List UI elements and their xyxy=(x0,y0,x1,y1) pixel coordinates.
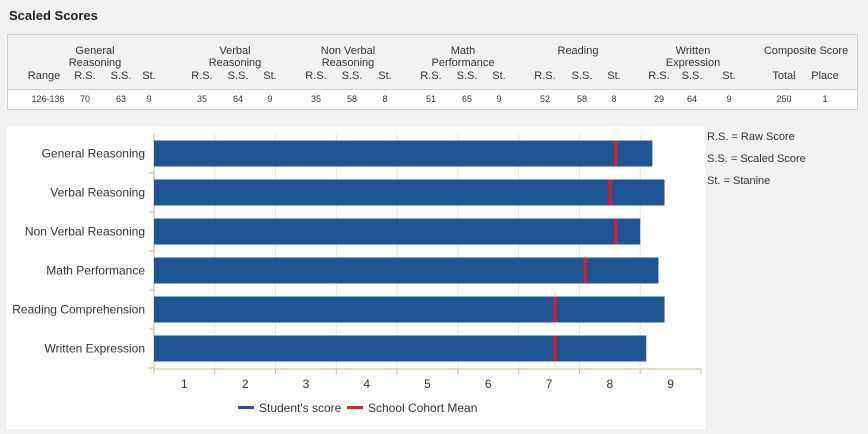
legend-label-mean: School Cohort Mean xyxy=(368,401,477,415)
scores-bar-chart: 1 2 3 4 5 6 7 8 9 General Reasoning Verbal Reasoni… xyxy=(12,134,702,415)
non-verbal-reasoning-col-ss: S.S. xyxy=(341,70,363,82)
non-verbal-reasoning-value-st: 8 xyxy=(382,94,388,104)
written-expression-value-st: 9 xyxy=(726,94,732,104)
page-title: Scaled Scores xyxy=(9,8,98,23)
non-verbal-reasoning-col-rs: R.S. xyxy=(305,70,327,82)
x-tick-label: 9 xyxy=(667,377,674,391)
general-reasoning-col-st: St. xyxy=(142,70,156,82)
x-tick-label: 3 xyxy=(303,377,310,391)
non-verbal-reasoning-value-rs: 35 xyxy=(310,94,322,104)
verbal-reasoning-value-st: 9 xyxy=(267,94,273,104)
range-value: 126-136 xyxy=(31,94,65,104)
x-tick-label: 7 xyxy=(546,377,553,391)
reading-col-ss: S.S. xyxy=(571,70,593,82)
composite-score-col-total: Total xyxy=(772,70,796,82)
general-reasoning-col-ss: S.S. xyxy=(110,70,132,82)
math-performance-value-ss: 65 xyxy=(461,94,473,104)
reading-value-st: 8 xyxy=(611,94,617,104)
group-header-written-expression: Written Expression xyxy=(665,45,721,69)
x-tick-label: 4 xyxy=(363,377,370,391)
student-score-bar xyxy=(154,257,659,284)
general-reasoning-col-rs: R.S. xyxy=(74,70,96,82)
written-expression-col-ss: S.S. xyxy=(681,70,703,82)
group-header-math-performance: Math Performance xyxy=(431,45,495,69)
y-category-label: Verbal Reasoning xyxy=(50,186,145,200)
general-reasoning-value-st: 9 xyxy=(146,94,152,104)
math-performance-value-st: 9 xyxy=(496,94,502,104)
verbal-reasoning-value-ss: 64 xyxy=(232,94,244,104)
key-stanine: St. = Stanine xyxy=(707,175,771,187)
scores-chart-panel: 1 2 3 4 5 6 7 8 9 General Reasoning Verbal Reasoni… xyxy=(7,126,705,429)
y-category-label: Reading Comprehension xyxy=(12,303,145,317)
range-header: Range xyxy=(27,70,61,82)
cohort-mean-marker xyxy=(584,257,588,284)
verbal-reasoning-value-rs: 35 xyxy=(196,94,208,104)
y-category-label: General Reasoning xyxy=(42,147,145,161)
x-tick-label: 6 xyxy=(485,377,492,391)
cohort-mean-marker xyxy=(553,335,557,362)
non-verbal-reasoning-value-ss: 58 xyxy=(346,94,358,104)
math-performance-col-st: St. xyxy=(492,70,506,82)
student-score-bar xyxy=(154,335,647,362)
cohort-mean-marker xyxy=(614,218,618,245)
group-header-composite-score: Composite Score xyxy=(763,45,849,57)
cohort-mean-marker xyxy=(608,179,612,206)
x-tick-label: 2 xyxy=(242,377,249,391)
scores-table-header xyxy=(8,35,857,90)
group-header-non-verbal-reasoning: Non Verbal Reasoning xyxy=(320,45,376,69)
general-reasoning-value-ss: 63 xyxy=(115,94,127,104)
reading-col-st: St. xyxy=(607,70,621,82)
group-header-general-reasoning: General Reasoning xyxy=(68,45,122,69)
written-expression-col-rs: R.S. xyxy=(648,70,670,82)
y-category-label: Math Performance xyxy=(46,264,145,278)
written-expression-value-ss: 64 xyxy=(686,94,698,104)
student-score-bar xyxy=(154,140,653,167)
written-expression-col-st: St. xyxy=(722,70,736,82)
verbal-reasoning-col-ss: S.S. xyxy=(227,70,249,82)
reading-value-rs: 52 xyxy=(539,94,551,104)
scores-table: Range 126-136 General Reasoning R.S. 70 S.S. 6… xyxy=(7,34,858,110)
math-performance-col-rs: R.S. xyxy=(420,70,442,82)
legend-swatch-student xyxy=(238,406,254,409)
reading-col-rs: R.S. xyxy=(534,70,556,82)
y-category-label: Non Verbal Reasoning xyxy=(25,225,145,239)
composite-score-value-total: 250 xyxy=(776,94,792,104)
math-performance-value-rs: 51 xyxy=(425,94,437,104)
cohort-mean-marker xyxy=(614,140,618,167)
non-verbal-reasoning-col-st: St. xyxy=(378,70,392,82)
written-expression-value-rs: 29 xyxy=(653,94,665,104)
reading-value-ss: 58 xyxy=(576,94,588,104)
verbal-reasoning-col-rs: R.S. xyxy=(191,70,213,82)
x-tick-label: 5 xyxy=(424,377,431,391)
composite-score-value-place: 1 xyxy=(822,94,828,104)
cohort-mean-marker xyxy=(553,296,557,323)
key-raw-score: R.S. = Raw Score xyxy=(707,131,795,143)
composite-score-col-place: Place xyxy=(811,70,839,82)
math-performance-col-ss: S.S. xyxy=(456,70,478,82)
x-tick-label: 1 xyxy=(181,377,188,391)
student-score-bar xyxy=(154,218,641,245)
group-header-verbal-reasoning: Verbal Reasoning xyxy=(208,45,262,69)
student-score-bar xyxy=(154,296,665,323)
legend-label-student: Student's score xyxy=(259,401,342,415)
group-header-reading: Reading xyxy=(557,45,599,57)
y-category-label: Written Expression xyxy=(45,342,145,356)
verbal-reasoning-col-st: St. xyxy=(263,70,277,82)
key-scaled-score: S.S. = Scaled Score xyxy=(707,153,806,165)
student-score-bar xyxy=(154,179,665,206)
general-reasoning-value-rs: 70 xyxy=(79,94,91,104)
x-tick-label: 8 xyxy=(606,377,613,391)
legend-swatch-mean xyxy=(347,406,363,409)
